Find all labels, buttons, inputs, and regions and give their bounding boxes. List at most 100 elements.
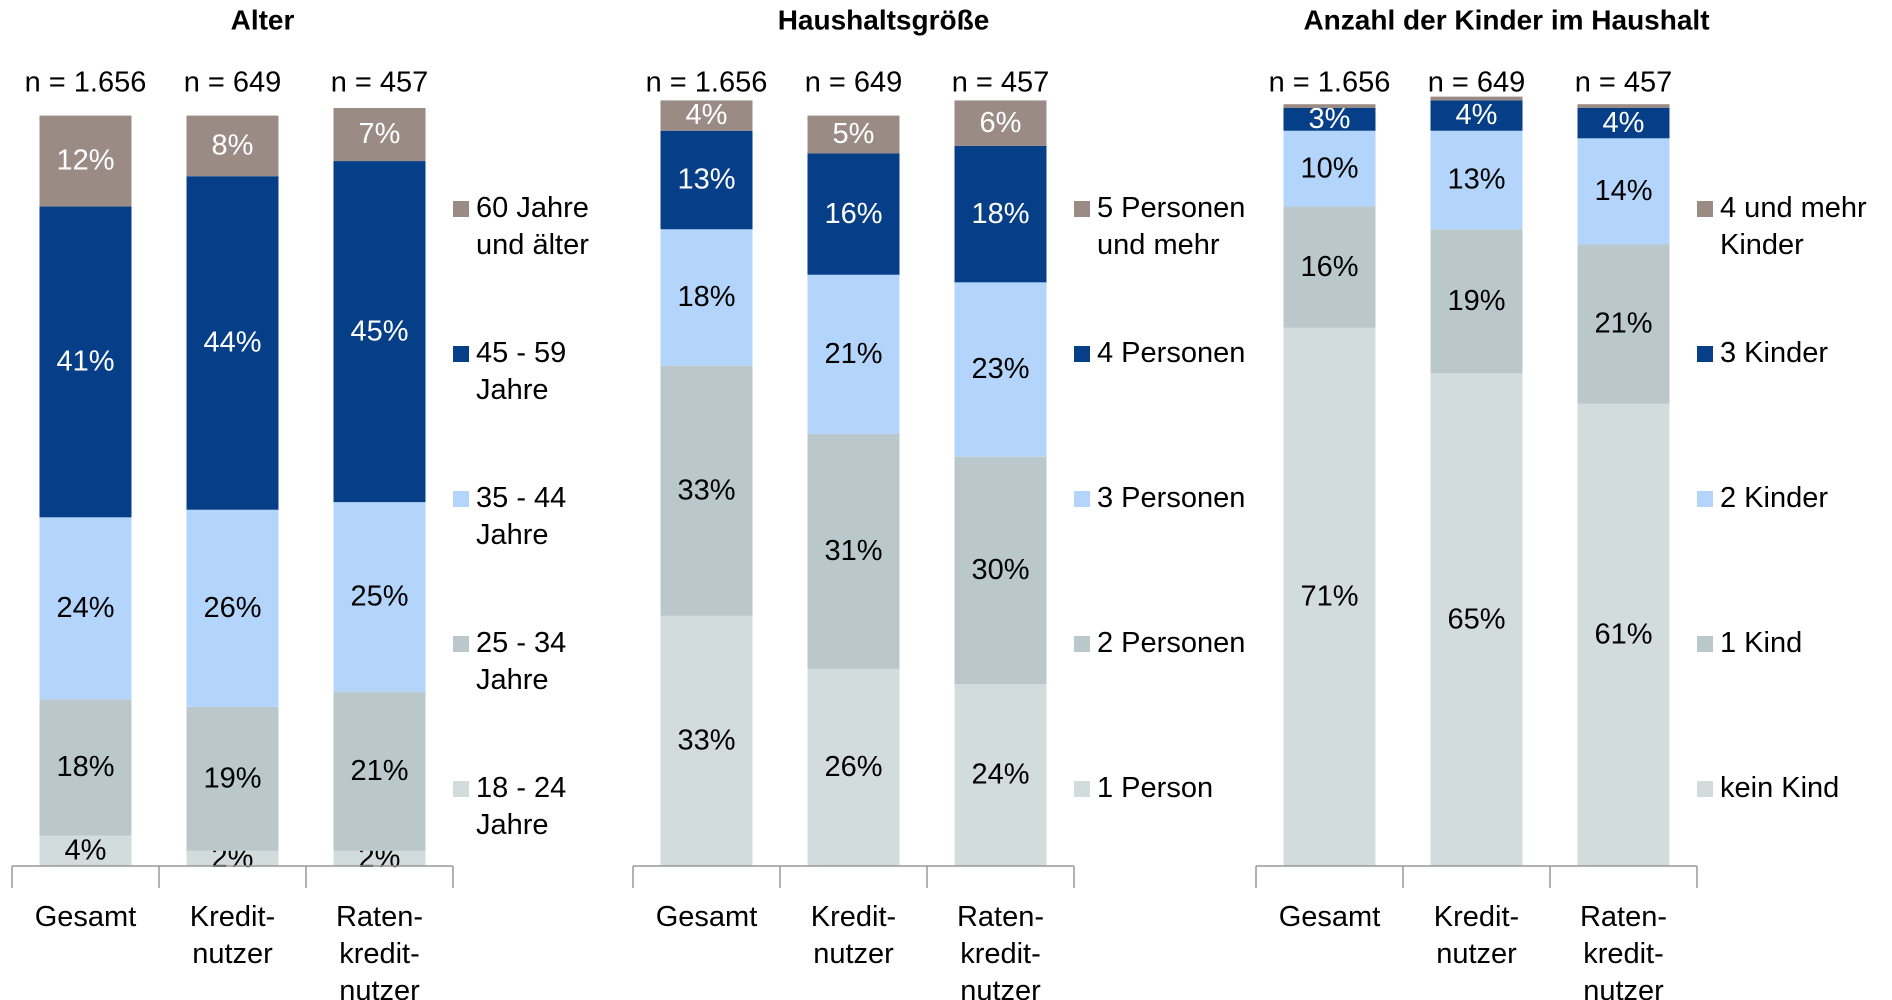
bar-segment [1283, 327, 1376, 866]
sample-size: n = 649 [184, 67, 282, 99]
legend-label: 45 - 59 Jahre [476, 337, 566, 406]
bar-segment [186, 850, 279, 866]
bar-segment [186, 706, 279, 851]
value-label: 8% [212, 130, 254, 162]
x-tick-label: Kredit-nutzer [811, 901, 896, 970]
legend-label: 4 Personen [1097, 337, 1245, 369]
legend-swatch [1074, 346, 1090, 362]
bar-segment [954, 100, 1047, 146]
legend-label: 18 - 24 Jahre [476, 772, 566, 841]
bar-segment [186, 115, 279, 177]
bar-segment [186, 176, 279, 510]
value-label: 4% [1456, 99, 1498, 131]
legend-label: 2 Kinder [1720, 482, 1828, 514]
bar-segment [660, 130, 753, 230]
bar-segment [660, 365, 753, 616]
bar-segment [1430, 96, 1523, 101]
bar-segment [1430, 373, 1523, 866]
bar-segment [333, 502, 426, 692]
value-label: 33% [677, 725, 735, 757]
legend-label: 3 Kinder [1720, 337, 1828, 369]
x-tick-label: Kredit-nutzer [190, 901, 275, 970]
value-label: 4% [1603, 107, 1645, 139]
legend-swatch [1074, 781, 1090, 797]
legend-label: 60 Jahre und älter [476, 192, 589, 261]
value-label: 18% [971, 198, 1029, 230]
legend-label: 5 Personen und mehr [1097, 192, 1245, 261]
legend-label: 4 und mehr Kinder [1720, 192, 1867, 261]
value-label: 13% [1447, 164, 1505, 196]
bar-segment [1577, 108, 1670, 139]
value-label: 33% [677, 474, 735, 506]
value-label: 65% [1447, 603, 1505, 635]
bar-segment [1430, 100, 1523, 131]
legend-swatch [453, 636, 469, 652]
bar-segment [39, 517, 132, 700]
legend-swatch [1697, 201, 1713, 217]
legend-label: 2 Personen [1097, 627, 1245, 659]
value-label: 13% [677, 164, 735, 196]
bar-segment [807, 115, 900, 154]
bar-segment [1283, 108, 1376, 131]
sample-size: n = 457 [1575, 67, 1673, 99]
value-label: 21% [1594, 308, 1652, 340]
value-label: 21% [824, 338, 882, 370]
bar-segment [1577, 104, 1670, 108]
legend-swatch [1697, 781, 1713, 797]
x-tick-label: Raten-kredit-nutzer [1580, 901, 1667, 1000]
bar-segment [954, 145, 1047, 283]
bar-segment [333, 108, 426, 162]
value-label: 23% [971, 353, 1029, 385]
value-label: 4% [686, 99, 728, 131]
sample-size: n = 1.656 [25, 67, 147, 99]
bar-segment [660, 100, 753, 131]
value-label: 4% [65, 834, 107, 866]
value-label: 30% [971, 554, 1029, 586]
bar-segment [1283, 104, 1376, 108]
bar-segment [1430, 130, 1523, 230]
sample-size: n = 649 [805, 67, 903, 99]
bar-segment [1577, 138, 1670, 245]
x-tick-label: Gesamt [1279, 901, 1381, 933]
bar-segment [954, 456, 1047, 685]
legend-swatch [1074, 201, 1090, 217]
legend-label: 1 Person [1097, 772, 1213, 804]
bar-segment [807, 274, 900, 434]
bar-segment [333, 691, 426, 851]
bar-segment [39, 835, 132, 866]
bar-segment [1430, 229, 1523, 374]
sample-size: n = 649 [1428, 67, 1526, 99]
legend-label: 35 - 44 Jahre [476, 482, 566, 551]
chart-title: Anzahl der Kinder im Haushalt [1303, 4, 1709, 35]
bar-segment [39, 699, 132, 836]
bar-segment [39, 115, 132, 207]
bar-segment [1283, 206, 1376, 328]
value-label: 7% [359, 118, 401, 150]
value-label: 18% [677, 281, 735, 313]
sample-size: n = 1.656 [646, 67, 768, 99]
x-tick-label: Gesamt [656, 901, 758, 933]
legend-swatch [453, 781, 469, 797]
bar-segment [807, 153, 900, 275]
legend-swatch [1074, 636, 1090, 652]
bar-segment [39, 206, 132, 518]
chart-title: Haushaltsgröße [778, 4, 990, 35]
value-label: 19% [203, 762, 261, 794]
value-label: 31% [824, 535, 882, 567]
value-label: 24% [971, 759, 1029, 791]
value-label: 25% [350, 581, 408, 613]
legend-swatch [1697, 346, 1713, 362]
bar-segment [1577, 403, 1670, 866]
sample-size: n = 1.656 [1269, 67, 1391, 99]
legend-swatch [453, 491, 469, 507]
bar-segment [807, 433, 900, 669]
value-label: 12% [56, 145, 114, 177]
sample-size: n = 457 [331, 67, 429, 99]
bar-segment [660, 615, 753, 866]
bar-segment [1577, 244, 1670, 404]
value-label: 16% [1300, 251, 1358, 283]
bar-segment [1283, 130, 1376, 207]
legend-label: 1 Kind [1720, 627, 1802, 659]
value-label: 3% [1309, 103, 1351, 135]
